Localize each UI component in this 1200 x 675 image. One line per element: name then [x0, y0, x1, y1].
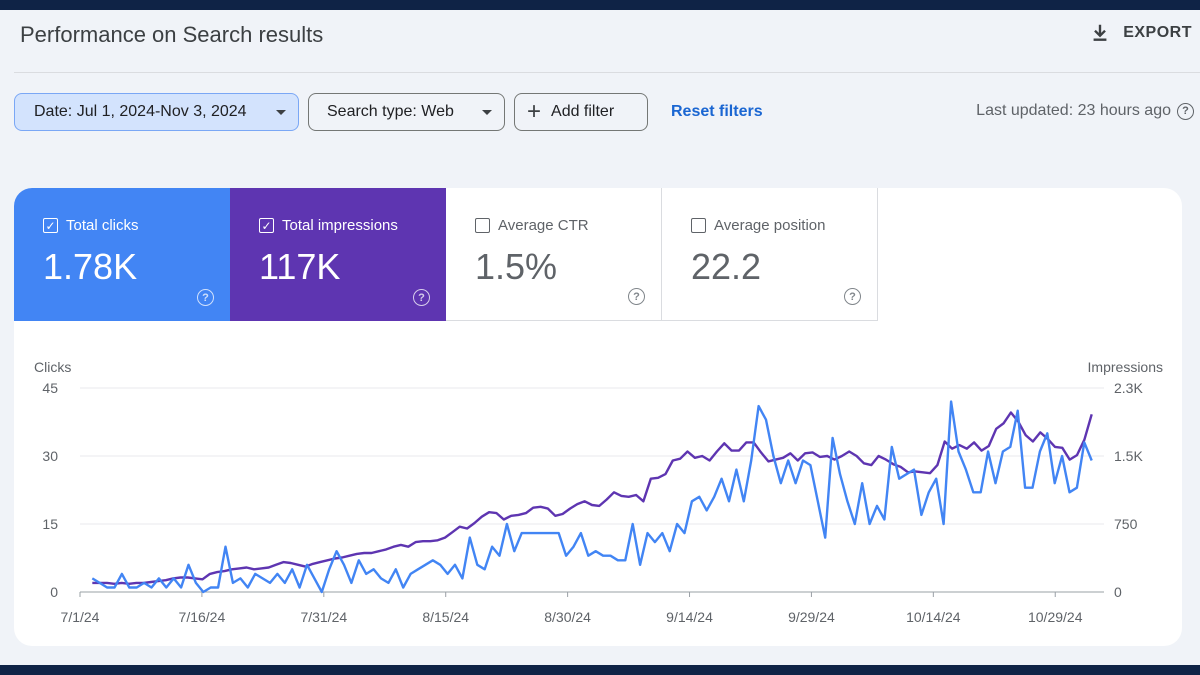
x-tick-label: 8/30/24	[544, 609, 591, 625]
right-tick-label: 2.3K	[1114, 380, 1143, 396]
help-icon[interactable]: ?	[197, 289, 214, 306]
download-icon	[1093, 24, 1107, 41]
help-icon[interactable]: ?	[1177, 102, 1194, 120]
add-filter-label: Add filter	[551, 103, 615, 120]
right-tick-label: 1.5K	[1114, 448, 1143, 464]
metric-value: 1.78K	[43, 246, 138, 287]
last-updated-text: Last updated: 23 hours ago	[976, 102, 1171, 119]
left-tick-label: 15	[42, 516, 58, 532]
series-line-impressions	[92, 411, 1093, 586]
x-tick-label: 8/15/24	[422, 609, 469, 625]
x-tick-label: 9/14/24	[666, 609, 713, 625]
checkbox-unchecked-icon[interactable]	[475, 218, 490, 233]
help-icon[interactable]: ?	[844, 288, 861, 305]
right-tick-label: 750	[1114, 516, 1138, 532]
help-icon[interactable]: ?	[413, 289, 430, 306]
date-filter-chip[interactable]: Date: Jul 1, 2024-Nov 3, 2024	[14, 93, 299, 131]
caret-down-icon	[482, 109, 492, 115]
metric-label: Total clicks	[66, 217, 139, 234]
metric-value: 1.5%	[475, 246, 558, 287]
left-tick-label: 30	[42, 448, 58, 464]
plus-icon: +	[527, 98, 542, 125]
metric-average-ctr[interactable]: Average CTR 1.5% ?	[446, 188, 662, 321]
right-axis-label: Impressions	[1088, 359, 1163, 375]
export-label: EXPORT	[1123, 24, 1192, 41]
reset-filters-link[interactable]: Reset filters	[671, 103, 763, 120]
page-title: Performance on Search results	[20, 22, 324, 47]
metric-total-clicks[interactable]: ✓ Total clicks 1.78K ?	[14, 188, 230, 321]
last-updated: Last updated: 23 hours ago ?	[976, 102, 1194, 120]
performance-chart: 45 2.3K 30 1.5K 15 750 0 0 Clicks Impressions 7/1/…	[34, 359, 1163, 625]
x-tick-label: 7/31/24	[300, 609, 347, 625]
x-tick-label: 10/29/24	[1028, 609, 1083, 625]
metric-average-position[interactable]: Average position 22.2 ?	[662, 188, 878, 321]
search-type-label: Search type: Web	[327, 103, 454, 120]
checkbox-checked-icon[interactable]: ✓	[43, 218, 58, 233]
right-tick-label: 0	[1114, 584, 1122, 600]
search-type-chip[interactable]: Search type: Web	[308, 93, 505, 131]
metric-label: Average CTR	[498, 217, 589, 234]
metric-label: Total impressions	[282, 217, 398, 234]
metric-value: 22.2	[691, 246, 762, 287]
checkbox-unchecked-icon[interactable]	[691, 218, 706, 233]
checkbox-checked-icon[interactable]: ✓	[259, 218, 274, 233]
x-tick-label: 7/16/24	[179, 609, 226, 625]
metric-total-impressions[interactable]: ✓ Total impressions 117K ?	[230, 188, 446, 321]
metric-label: Average position	[714, 217, 826, 234]
x-tick-label: 7/1/24	[61, 609, 100, 625]
performance-card: ✓ Total clicks 1.78K ? ✓ Total impressions…	[14, 188, 1182, 646]
caret-down-icon	[276, 109, 286, 115]
left-tick-label: 45	[42, 380, 58, 396]
metric-value: 117K	[259, 246, 341, 287]
date-filter-label: Date: Jul 1, 2024-Nov 3, 2024	[34, 103, 247, 120]
header-divider	[14, 72, 1200, 73]
add-filter-button[interactable]: + Add filter	[514, 93, 648, 131]
x-tick-label: 9/29/24	[788, 609, 835, 625]
x-tick-label: 10/14/24	[906, 609, 961, 625]
help-icon[interactable]: ?	[628, 288, 645, 305]
left-axis-label: Clicks	[34, 359, 71, 375]
export-button[interactable]: EXPORT	[1089, 22, 1192, 44]
series-line-clicks	[91, 400, 1093, 594]
app-window: Performance on Search results EXPORT Dat…	[0, 10, 1200, 665]
left-tick-label: 0	[50, 584, 58, 600]
